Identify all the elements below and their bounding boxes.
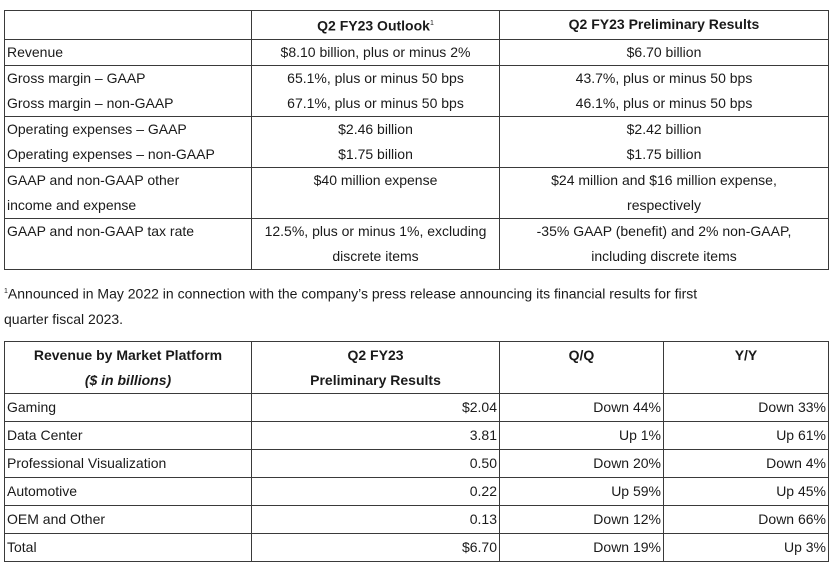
- platform-header-row: Revenue by Market Platform ($ in billions…: [4, 341, 829, 394]
- table-row: Data Center 3.81 Up 1% Up 61%: [4, 421, 829, 450]
- platform-qq: Up 1%: [499, 421, 664, 450]
- row-label: Operating expenses – GAAP Operating expen…: [4, 115, 252, 168]
- row-label: Gross margin – GAAP Gross margin – non-GA…: [4, 64, 252, 117]
- platform-header-qq: Q/Q: [499, 341, 664, 394]
- results-value: -35% GAAP (benefit) and 2% non-GAAP, incl…: [499, 217, 829, 270]
- outlook-value: $40 million expense: [251, 166, 500, 219]
- platform-yy: Up 3%: [663, 533, 829, 562]
- platform-table: Revenue by Market Platform ($ in billions…: [4, 341, 829, 562]
- platform-header-yy: Y/Y: [663, 341, 829, 394]
- outlook-row-other-income: GAAP and non-GAAP other income and expens…: [4, 166, 829, 219]
- outlook-header-blank: [4, 10, 252, 40]
- platform-results: 3.81: [251, 421, 500, 450]
- footnote-line-2: quarter fiscal 2023.: [4, 310, 124, 327]
- platform-qq: Down 19%: [499, 533, 664, 562]
- row-label: Revenue: [4, 38, 252, 66]
- platform-yy: Down 33%: [663, 393, 829, 422]
- outlook-header-outlook: Q2 FY23 Outlook1: [251, 10, 500, 40]
- platform-name: Professional Visualization: [4, 449, 252, 478]
- platform-name: Gaming: [4, 393, 252, 422]
- outlook-value: 12.5%, plus or minus 1%, excluding discre…: [251, 217, 500, 270]
- outlook-header-row: Q2 FY23 Outlook1 Q2 FY23 Preliminary Res…: [4, 10, 829, 40]
- platform-yy: Up 45%: [663, 477, 829, 506]
- platform-qq: Down 12%: [499, 505, 664, 534]
- platform-qq: Down 20%: [499, 449, 664, 478]
- platform-results: 0.13: [251, 505, 500, 534]
- footnote-line-1: Announced in May 2022 in connection with…: [7, 285, 698, 302]
- row-label: GAAP and non-GAAP tax rate: [4, 217, 252, 270]
- outlook-value: $8.10 billion, plus or minus 2%: [251, 38, 500, 66]
- footnote: 1Announced in May 2022 in connection wit…: [4, 279, 828, 332]
- platform-name: OEM and Other: [4, 505, 252, 534]
- platform-yy: Up 61%: [663, 421, 829, 450]
- results-value: $6.70 billion: [499, 38, 829, 66]
- outlook-row-revenue: Revenue $8.10 billion, plus or minus 2% …: [4, 38, 829, 66]
- table-row: Total $6.70 Down 19% Up 3%: [4, 533, 829, 562]
- outlook-table: Q2 FY23 Outlook1 Q2 FY23 Preliminary Res…: [4, 10, 829, 270]
- platform-name: Automotive: [4, 477, 252, 506]
- outlook-row-operating-expenses: Operating expenses – GAAP Operating expen…: [4, 115, 829, 168]
- results-value: $2.42 billion $1.75 billion: [499, 115, 829, 168]
- outlook-row-gross-margin: Gross margin – GAAP Gross margin – non-GA…: [4, 64, 829, 117]
- platform-results: 0.50: [251, 449, 500, 478]
- table-row: Automotive 0.22 Up 59% Up 45%: [4, 477, 829, 506]
- outlook-header-results: Q2 FY23 Preliminary Results: [499, 10, 829, 40]
- footnote-mark: 1: [4, 288, 8, 295]
- outlook-value: $2.46 billion $1.75 billion: [251, 115, 500, 168]
- outlook-row-tax-rate: GAAP and non-GAAP tax rate 12.5%, plus o…: [4, 217, 829, 270]
- platform-yy: Down 4%: [663, 449, 829, 478]
- row-label: GAAP and non-GAAP other income and expens…: [4, 166, 252, 219]
- platform-yy: Down 66%: [663, 505, 829, 534]
- table-row: Gaming $2.04 Down 44% Down 33%: [4, 393, 829, 422]
- platform-name: Data Center: [4, 421, 252, 450]
- outlook-value: 65.1%, plus or minus 50 bps 67.1%, plus o…: [251, 64, 500, 117]
- platform-header-market: Revenue by Market Platform ($ in billions…: [4, 341, 252, 394]
- platform-header-results: Q2 FY23 Preliminary Results: [251, 341, 500, 394]
- platform-qq: Up 59%: [499, 477, 664, 506]
- table-row: Professional Visualization 0.50 Down 20%…: [4, 449, 829, 478]
- footnote-mark: 1: [429, 20, 434, 27]
- platform-name: Total: [4, 533, 252, 562]
- platform-results: $6.70: [251, 533, 500, 562]
- results-value: $24 million and $16 million expense, resp…: [499, 166, 829, 219]
- results-value: 43.7%, plus or minus 50 bps 46.1%, plus o…: [499, 64, 829, 117]
- platform-results: $2.04: [251, 393, 500, 422]
- table-row: OEM and Other 0.13 Down 12% Down 66%: [4, 505, 829, 534]
- platform-qq: Down 44%: [499, 393, 664, 422]
- platform-results: 0.22: [251, 477, 500, 506]
